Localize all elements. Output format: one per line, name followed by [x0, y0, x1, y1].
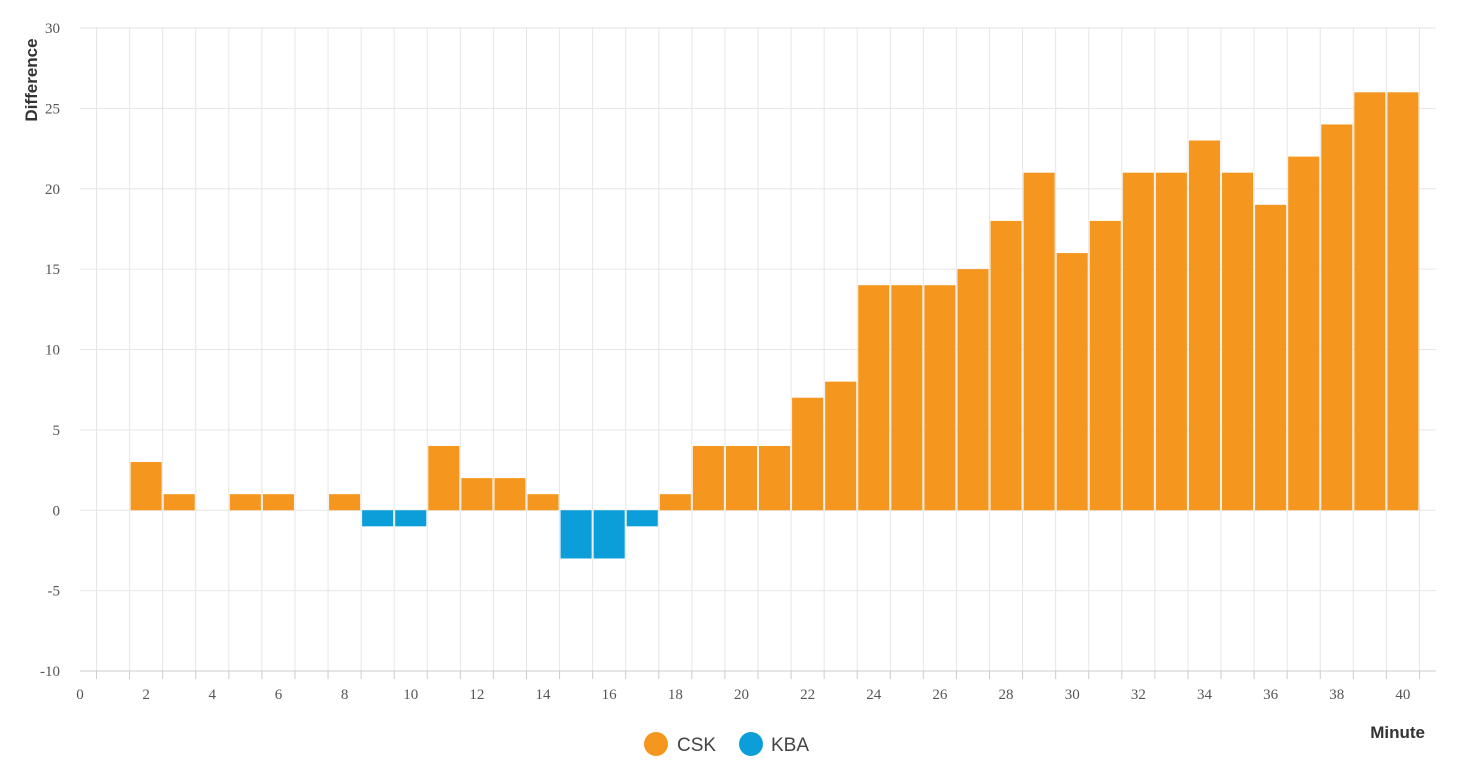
bar-csk[interactable]	[1288, 156, 1320, 511]
bar-csk[interactable]	[130, 462, 162, 511]
y-tick-label: 25	[45, 101, 60, 117]
bar-csk[interactable]	[1387, 92, 1419, 511]
bar-csk[interactable]	[1222, 172, 1254, 511]
bar-csk[interactable]	[527, 494, 559, 511]
bar-csk[interactable]	[461, 478, 493, 511]
bar-csk[interactable]	[262, 494, 294, 511]
bar-kba[interactable]	[560, 510, 592, 559]
bar-csk[interactable]	[1089, 220, 1121, 511]
bar-csk[interactable]	[858, 285, 890, 511]
y-tick-label: -10	[40, 664, 60, 680]
bar-kba[interactable]	[362, 510, 394, 527]
x-tick-label: 0	[76, 687, 84, 703]
bar-csk[interactable]	[759, 445, 791, 511]
x-tick-label: 16	[602, 687, 618, 703]
x-axis-title: Minute	[1370, 723, 1425, 742]
y-tick-label: 5	[53, 423, 61, 439]
bar-csk[interactable]	[891, 285, 923, 511]
x-tick-label: 40	[1395, 687, 1410, 703]
bar-kba[interactable]	[395, 510, 427, 527]
bar-csk[interactable]	[825, 381, 857, 511]
x-tick-label: 12	[469, 687, 484, 703]
bar-kba[interactable]	[593, 510, 625, 559]
x-tick-label: 14	[536, 687, 552, 703]
y-tick-label: 10	[45, 343, 60, 359]
x-tick-label: 8	[341, 687, 349, 703]
bar-csk[interactable]	[1255, 204, 1287, 511]
legend-swatch-csk	[644, 732, 668, 756]
bar-csk[interactable]	[1321, 124, 1353, 511]
bar-csk[interactable]	[1155, 172, 1187, 511]
bar-csk[interactable]	[229, 494, 261, 511]
bar-csk[interactable]	[990, 220, 1022, 511]
bar-csk[interactable]	[329, 494, 361, 511]
x-tick-label: 36	[1263, 687, 1279, 703]
x-tick-label: 6	[275, 687, 283, 703]
bar-csk[interactable]	[494, 478, 526, 511]
y-axis-title: Difference	[22, 38, 41, 121]
bar-csk[interactable]	[1188, 140, 1221, 511]
bar-csk[interactable]	[163, 494, 195, 511]
axes	[80, 670, 1436, 679]
y-tick-label: 15	[45, 262, 60, 278]
bar-csk[interactable]	[1023, 172, 1055, 511]
bar-kba[interactable]	[626, 510, 658, 527]
bar-csk[interactable]	[1056, 253, 1088, 511]
x-tick-label: 22	[800, 687, 815, 703]
bar-csk[interactable]	[1122, 172, 1154, 511]
x-tick-label: 32	[1131, 687, 1146, 703]
bar-csk[interactable]	[725, 445, 757, 511]
x-tick-label: 30	[1065, 687, 1080, 703]
legend-label-csk: CSK	[677, 735, 716, 756]
x-tick-label: 20	[734, 687, 749, 703]
legend-label-kba: KBA	[771, 735, 809, 756]
x-tick-label: 2	[142, 687, 150, 703]
x-tick-label: 38	[1329, 687, 1344, 703]
bar-csk[interactable]	[428, 445, 460, 511]
bars	[130, 92, 1419, 559]
y-tick-label: 20	[45, 182, 60, 198]
legend: CSK KBA	[644, 732, 809, 756]
bar-csk[interactable]	[692, 445, 724, 511]
x-tick-label: 26	[932, 687, 948, 703]
x-tick-label: 18	[668, 687, 683, 703]
x-tick-label: 10	[403, 687, 418, 703]
x-tick-label: 4	[209, 687, 217, 703]
bar-csk[interactable]	[957, 269, 989, 511]
y-tick-label: 30	[45, 21, 60, 37]
bar-csk[interactable]	[792, 397, 824, 511]
x-tick-label: 28	[999, 687, 1014, 703]
legend-item-kba[interactable]: KBA	[739, 732, 809, 756]
bar-csk[interactable]	[924, 285, 956, 511]
x-tick-label: 24	[866, 687, 882, 703]
legend-swatch-kba	[739, 732, 763, 756]
y-tick-label: 0	[53, 503, 61, 519]
legend-item-csk[interactable]: CSK	[644, 732, 716, 756]
bar-csk[interactable]	[659, 494, 691, 511]
bar-csk[interactable]	[1354, 92, 1386, 511]
x-tick-label: 34	[1197, 687, 1213, 703]
y-tick-label: -5	[48, 584, 61, 600]
